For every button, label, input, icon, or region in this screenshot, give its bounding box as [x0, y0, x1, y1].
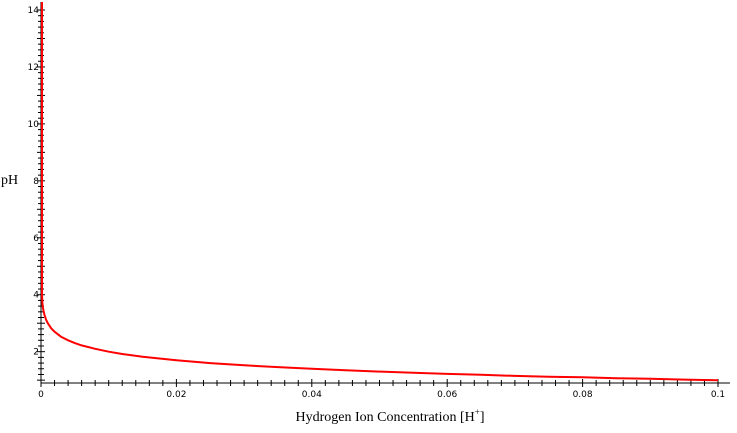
- x-tick-label: 0: [38, 390, 44, 400]
- x-axis-title-close: ]: [480, 410, 485, 425]
- x-tick-label: 0.02: [166, 390, 186, 400]
- axes: [40, 2, 730, 384]
- y-tick-label: 6: [33, 234, 39, 244]
- y-tick-label: 12: [28, 63, 39, 73]
- x-tick-label: 0.1: [711, 390, 725, 400]
- y-tick-label: 14: [28, 6, 40, 16]
- x-tick-label: 0.04: [302, 390, 322, 400]
- y-tick-label: 4: [33, 291, 39, 301]
- x-tick-label: 0.06: [437, 390, 457, 400]
- ph-curve: [41, 2, 719, 382]
- y-axis-title: pH: [1, 173, 18, 188]
- y-tick-label: 8: [33, 177, 39, 187]
- x-axis-title-main: Hydrogen Ion Concentration [H: [296, 410, 475, 425]
- ticks: [37, 9, 719, 387]
- tick-labels: 0 0.02 0.04 0.06 0.08 0.1 2 4 6 8 10 12 14: [28, 6, 726, 400]
- x-axis-title: Hydrogen Ion Concentration [H+]: [296, 407, 485, 425]
- x-tick-label: 0.08: [573, 390, 593, 400]
- y-tick-label: 2: [33, 348, 39, 358]
- y-tick-label: 10: [28, 120, 40, 130]
- series: [41, 2, 719, 382]
- x-axis-title-sup: +: [475, 407, 480, 417]
